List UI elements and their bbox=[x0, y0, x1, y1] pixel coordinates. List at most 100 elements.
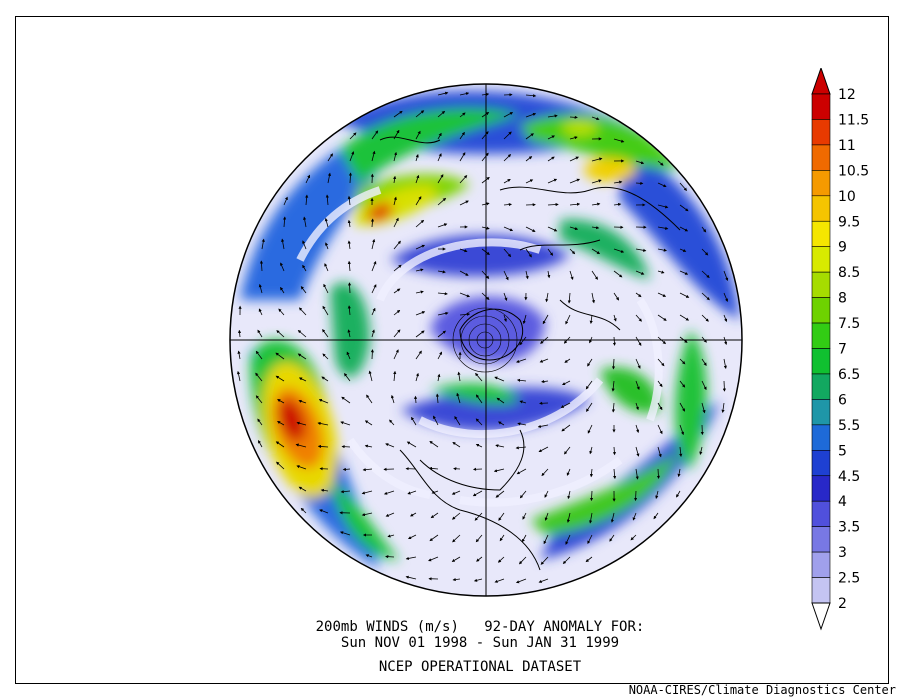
wind-vector bbox=[415, 130, 421, 140]
wind-vector bbox=[481, 270, 490, 279]
colorbar-tick-label: 8.5 bbox=[838, 265, 860, 281]
wind-vector bbox=[257, 418, 263, 426]
wind-vector bbox=[283, 216, 287, 228]
wind-vector bbox=[613, 468, 617, 480]
wind-vector bbox=[362, 468, 373, 472]
wind-vector bbox=[437, 292, 448, 296]
wind-vector bbox=[560, 402, 571, 408]
wind-vector bbox=[303, 216, 307, 228]
wind-vector bbox=[519, 400, 527, 404]
wind-vector bbox=[657, 446, 662, 458]
wind-vector bbox=[474, 512, 483, 521]
wind-vector bbox=[591, 202, 601, 206]
wind-vector bbox=[613, 138, 625, 143]
anomaly-region bbox=[530, 450, 680, 535]
wind-vector bbox=[498, 421, 505, 426]
wind-vector bbox=[415, 330, 425, 338]
wind-vector bbox=[591, 116, 600, 121]
wind-vector bbox=[385, 512, 395, 517]
wind-vector bbox=[302, 240, 307, 250]
wind-vector bbox=[503, 154, 512, 162]
wind-vector bbox=[437, 311, 449, 316]
wind-vector bbox=[437, 91, 449, 96]
wind-vector bbox=[481, 152, 489, 162]
wind-vector bbox=[564, 358, 571, 363]
wind-vector bbox=[346, 351, 351, 360]
wind-vector bbox=[613, 270, 623, 278]
wind-vector bbox=[493, 468, 505, 473]
colorbar: 12 11.5 11 10.5 10 9.5 9 8.5 8 7.5 7 6.5 6 5.5 5 4.5 4 3.… bbox=[811, 68, 869, 631]
wind-vector bbox=[541, 468, 549, 477]
colorbar-tick-label: 9 bbox=[838, 240, 847, 256]
wind-vector bbox=[561, 424, 571, 432]
wind-vector bbox=[324, 217, 329, 228]
wind-vector bbox=[435, 393, 440, 404]
wind-vector bbox=[499, 534, 505, 542]
wind-vector bbox=[300, 507, 307, 514]
colorbar-tick-label: 3.5 bbox=[838, 520, 860, 536]
wind-vectors bbox=[236, 91, 729, 584]
wind-vector bbox=[541, 379, 549, 384]
wind-vector bbox=[321, 376, 329, 382]
wind-vector bbox=[393, 110, 403, 118]
wind-vector bbox=[255, 372, 263, 382]
colorbar-swatch bbox=[811, 399, 831, 426]
wind-vector bbox=[657, 248, 667, 252]
wind-vector bbox=[371, 329, 375, 338]
wind-vector bbox=[277, 421, 285, 426]
wind-vector bbox=[591, 292, 596, 304]
wind-vector bbox=[255, 395, 263, 404]
wind-vector bbox=[366, 394, 373, 404]
wind-vector bbox=[613, 202, 622, 207]
wind-vector bbox=[503, 112, 514, 118]
wind-vector bbox=[547, 270, 551, 279]
wind-vector bbox=[589, 512, 593, 524]
wind-vector bbox=[591, 226, 600, 230]
wind-vector bbox=[389, 419, 395, 426]
wind-vector bbox=[611, 402, 616, 413]
wind-vector bbox=[437, 132, 442, 140]
wind-vector bbox=[569, 178, 581, 184]
wind-vector bbox=[589, 490, 594, 502]
wind-vector bbox=[342, 467, 351, 471]
wind-vector bbox=[237, 329, 242, 338]
wind-vector bbox=[452, 534, 461, 543]
wind-vector bbox=[612, 336, 617, 346]
wind-vector bbox=[503, 178, 511, 184]
wind-vector bbox=[569, 248, 576, 255]
wind-vector bbox=[701, 314, 709, 322]
wind-vector bbox=[415, 372, 419, 382]
wind-vector bbox=[613, 292, 620, 301]
wind-vector bbox=[676, 490, 681, 498]
wind-vector bbox=[451, 490, 461, 495]
wind-vector bbox=[415, 350, 422, 360]
wind-vector bbox=[516, 468, 527, 475]
wind-vector bbox=[259, 260, 264, 272]
colorbar-tick-label: 6.5 bbox=[838, 367, 860, 383]
wind-vector bbox=[537, 424, 549, 428]
wind-vector bbox=[280, 286, 285, 294]
wind-vector bbox=[723, 358, 727, 369]
wind-vector bbox=[275, 375, 285, 382]
wind-vector bbox=[613, 248, 625, 253]
wind-vector bbox=[347, 260, 351, 272]
wind-vector bbox=[495, 490, 505, 498]
wind-vector bbox=[319, 509, 329, 514]
wind-vector bbox=[347, 240, 351, 250]
wind-vector bbox=[459, 248, 468, 253]
wind-vector bbox=[347, 195, 351, 206]
wind-vector bbox=[407, 490, 417, 495]
wind-vector bbox=[503, 202, 512, 207]
wind-vector bbox=[275, 352, 285, 360]
wind-vector bbox=[428, 466, 439, 471]
wind-vector bbox=[371, 130, 379, 140]
wind-vector bbox=[657, 160, 664, 166]
wind-vector bbox=[503, 270, 509, 281]
wind-vector bbox=[701, 248, 709, 256]
wind-vector bbox=[656, 468, 661, 479]
colorbar-swatch bbox=[811, 246, 831, 273]
wind-vector bbox=[657, 204, 669, 209]
wind-vector bbox=[475, 443, 483, 448]
wind-vector bbox=[437, 223, 448, 228]
wind-vector bbox=[305, 174, 311, 184]
